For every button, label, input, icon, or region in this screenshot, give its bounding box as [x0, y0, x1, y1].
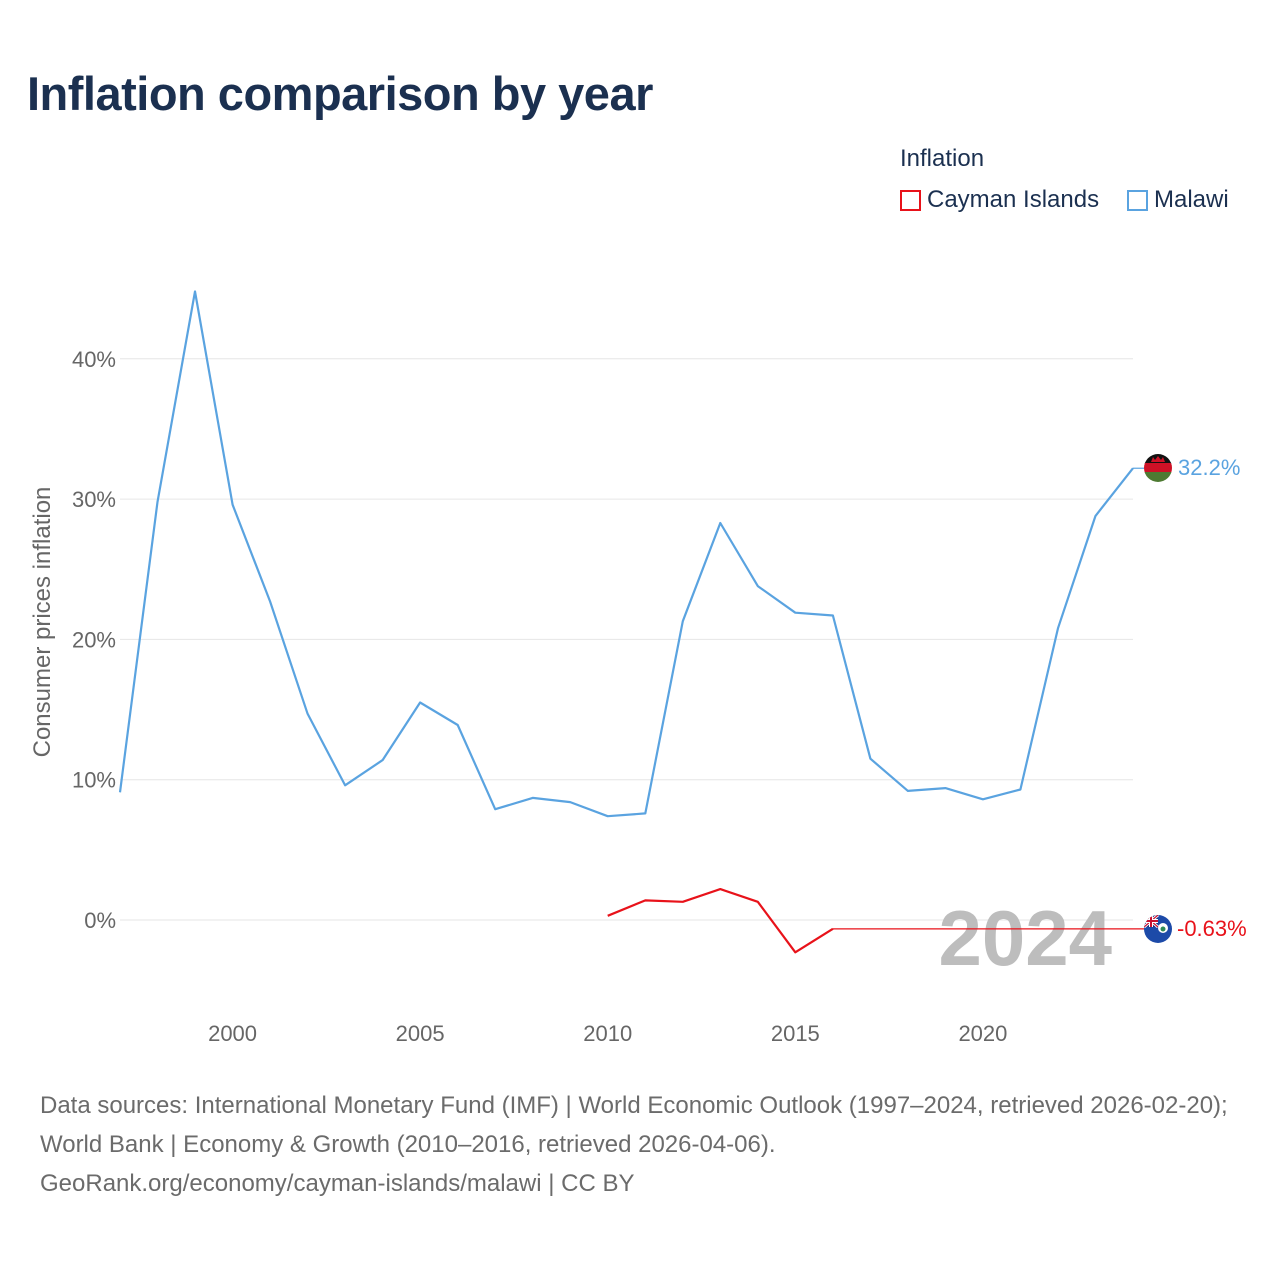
sources-text: Data sources: International Monetary Fun… [40, 1092, 1228, 1158]
legend-swatch-malawi [1127, 189, 1148, 211]
x-axis-ticks: 2000 2005 2010 2015 2020 [208, 1021, 1007, 1046]
legend-item-cayman-islands[interactable]: Cayman Islands [900, 186, 1099, 214]
series-line-cayman-islands [607, 887, 834, 954]
year-watermark: 2024 [938, 894, 1112, 982]
cayman-islands-flag-icon [1144, 915, 1172, 943]
chart-svg: 0% 10% 20% 30% 40% 2000 2005 2010 2015 2020 Cons… [29, 290, 1247, 1046]
legend-item-malawi[interactable]: Malawi [1127, 186, 1229, 214]
series-line-malawi [118, 290, 1134, 818]
x-tick-label: 2020 [958, 1021, 1007, 1046]
y-tick-label: 20% [72, 627, 116, 652]
y-tick-label: 40% [72, 347, 116, 372]
chart-title: Inflation comparison by year [27, 67, 653, 120]
legend-label-cayman-islands: Cayman Islands [927, 186, 1100, 213]
legend-label-malawi: Malawi [1154, 186, 1229, 213]
attribution-link[interactable]: GeoRank.org/economy/cayman-islands/malaw… [40, 1170, 635, 1197]
x-tick-label: 2005 [396, 1021, 445, 1046]
series-layer [118, 290, 1144, 954]
y-axis-label: Consumer prices inflation [29, 487, 56, 758]
malawi-flag-icon [1144, 454, 1172, 482]
y-tick-label: 30% [72, 487, 116, 512]
legend-title: Inflation [900, 145, 985, 172]
end-label-cayman-islands: -0.63% [1177, 916, 1247, 941]
x-tick-label: 2000 [208, 1021, 257, 1046]
x-tick-label: 2015 [771, 1021, 820, 1046]
y-tick-label: 0% [84, 908, 116, 933]
data-sources-note: Data sources: International Monetary Fun… [40, 1086, 1250, 1203]
x-tick-label: 2010 [583, 1021, 632, 1046]
gridlines [120, 358, 1133, 921]
end-label-malawi: 32.2% [1178, 455, 1240, 480]
y-tick-label: 10% [72, 768, 116, 793]
legend-swatch-cayman-islands [900, 189, 921, 211]
y-axis-ticks: 0% 10% 20% 30% 40% [72, 347, 116, 933]
